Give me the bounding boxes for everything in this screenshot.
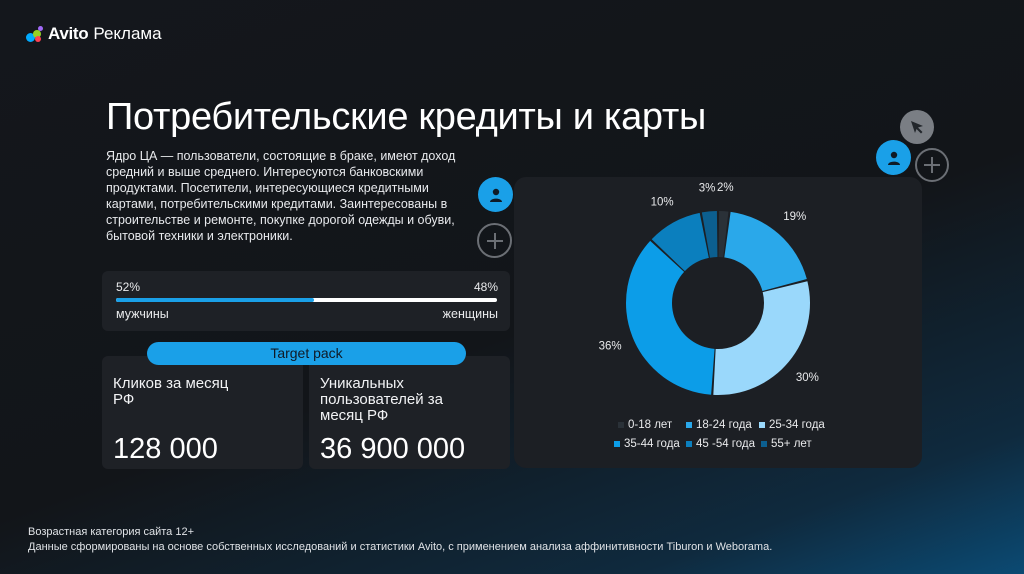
male-label: мужчины [116,307,169,321]
legend-label: 18-24 года [696,419,752,431]
male-percent: 52% [116,280,141,294]
brand-product: Реклама [93,24,162,43]
legend-swatch [618,422,624,428]
users-value: 36 900 000 [320,433,466,465]
legend-item-0-18: 0-18 лет [618,419,672,431]
footer-notes: Возрастная категория сайта 12+ Данные сф… [28,525,772,555]
donut-slice-3 [626,240,715,395]
legend-item-55-plus: 55+ лет [761,438,812,450]
donut-label-3: 36% [599,341,622,353]
legend-swatch [761,441,767,447]
legend-item-45-54: 45 -54 года [686,438,755,450]
users-label: Уникальных пользователей за месяц РФ [320,375,443,424]
donut-label-1: 19% [783,211,806,223]
legend-item-35-44: 35-44 года [614,438,680,450]
donut-label-0: 2% [717,182,734,194]
donut-label-5: 3% [699,183,716,195]
user-button[interactable] [478,177,513,212]
donut-slice-0 [718,211,729,258]
footer-data-source: Данные сформированы на основе собственны… [28,541,773,553]
gender-split-panel: 52% 48% мужчины женщины [102,271,510,331]
users-stat-card: Уникальных пользователей за месяц РФ 36 … [309,356,510,469]
brand-name: Avito [48,24,89,43]
user-icon [489,188,502,202]
logo-dot-purple [38,26,43,31]
avito-logo: Avito Реклама [26,24,162,44]
donut-slice-1 [724,211,807,292]
legend-swatch [759,422,765,428]
legend-swatch [686,441,692,447]
legend-item-18-24: 18-24 года [686,419,752,431]
user-button-secondary[interactable] [876,140,911,175]
legend-label: 35-44 года [624,438,680,450]
female-label: женщины [442,307,498,321]
add-button[interactable] [477,223,512,258]
plus-icon [924,157,940,173]
legend-label: 0-18 лет [628,419,673,431]
legend-item-25-34: 25-34 года [759,419,825,431]
donut-label-4: 10% [651,196,674,208]
clicks-label: Кликов за месяц РФ [113,375,229,408]
age-chart-panel: 2% 19% 30% 36% 10% 3% 0-18 лет 18-24 года 25-… [514,177,922,468]
donut-slice-5 [701,211,718,258]
logo-dot-green [33,30,41,38]
age-donut-chart: 2% 19% 30% 36% 10% 3% [599,182,819,395]
page-title: Потребительские кредиты и карты [106,96,707,138]
donut-slice-4 [651,212,709,272]
legend-swatch [614,441,620,447]
clicks-stat-card: Кликов за месяц РФ 128 000 [102,356,303,469]
add-button-secondary[interactable] [915,148,949,182]
gender-bar-male-fill [116,298,315,302]
gender-bar [116,298,497,302]
donut-slice-2 [713,281,810,395]
avito-logo-dots-icon [26,25,44,43]
female-percent: 48% [473,280,498,294]
logo-dot-red [35,36,41,42]
target-pack-badge[interactable]: Target pack [147,342,466,365]
footer-age-rating: Возрастная категория сайта 12+ [28,526,194,538]
legend-label: 25-34 года [769,419,825,431]
legend-label: 55+ лет [771,438,812,450]
legend-swatch [686,422,692,428]
audience-description: Ядро ЦА — пользователи, состоящие в брак… [106,149,456,243]
clicks-value: 128 000 [113,433,218,465]
logo-dot-blue [26,33,35,42]
donut-label-2: 30% [796,372,819,384]
legend-label: 45 -54 года [696,438,755,450]
user-icon [887,151,900,165]
cursor-icon [911,121,923,134]
cursor-button[interactable] [900,110,934,144]
plus-icon [486,232,503,249]
